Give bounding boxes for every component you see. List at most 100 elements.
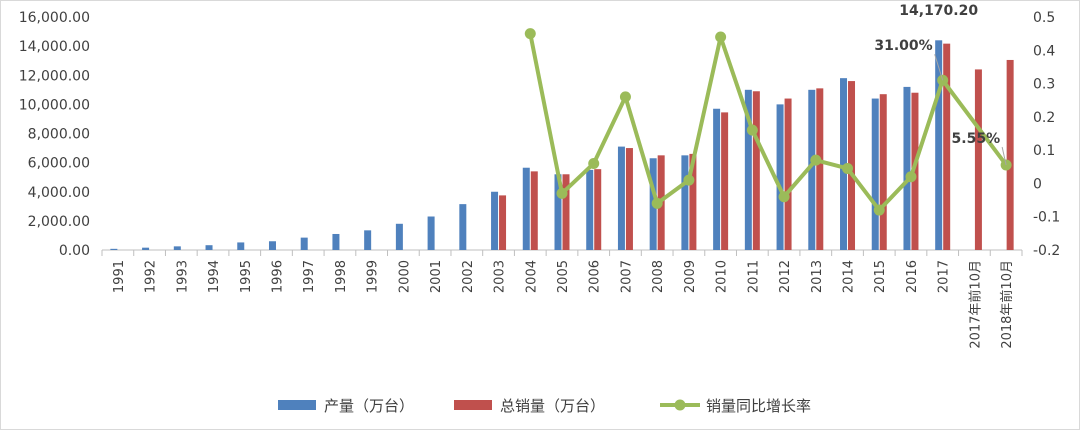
bar [784,98,792,250]
x-tick-label: 1993 [175,260,190,293]
x-tick-label: 1994 [207,260,222,293]
bar [110,248,118,250]
bar [625,148,633,250]
bar [364,230,372,250]
bar [816,88,824,250]
x-tick-label: 2008 [651,260,666,293]
bar [142,247,150,250]
x-tick-label: 2018年前10月 [999,260,1015,349]
bar [268,241,276,250]
y-right-tick-label: 0.2 [1033,110,1055,126]
bar [205,245,213,250]
bar [943,43,951,251]
bar [617,146,625,250]
bar [721,112,729,251]
x-tick-label: 2009 [683,260,698,293]
x-tick-label: 1998 [334,260,349,293]
line-layer [524,28,1012,216]
growth-rate-point [778,191,790,203]
annotation-leader [934,54,944,81]
bar [300,237,308,250]
annotation-layer: 14,170.20 31.00% 5.55% [874,3,1007,166]
legend-label: 总销量（万台） [500,397,605,415]
bar [911,92,919,250]
y-left-tick-label: 14,000.00 [19,39,90,55]
x-tick-label: 1995 [239,260,254,293]
bar [499,195,507,250]
bar [395,223,403,250]
y-right-tick-label: -0.2 [1033,243,1060,259]
x-tick-label: 2016 [905,260,920,293]
x-tick-label: 2001 [429,260,444,293]
x-tick-label: 2000 [397,260,412,293]
x-tick-label: 1999 [366,260,381,293]
legend: 产量（万台） 总销量（万台） 销量同比增长率 [278,397,811,415]
y-left-tick-label: 4,000.00 [28,185,90,201]
bar [713,108,721,251]
bar [530,171,538,250]
y-left-tick-label: 0.00 [59,243,90,259]
growth-rate-point [715,31,727,43]
x-tick-label: 1991 [112,260,127,293]
growth-rate-point [588,157,600,169]
bar [562,174,570,250]
bar [459,204,467,250]
annotation-label: 5.55% [952,131,1001,147]
legend-label: 产量（万台） [324,397,414,415]
bar [681,155,689,250]
y-left-tick-label: 12,000.00 [19,68,90,84]
bar [935,40,943,250]
y-left-tick-label: 16,000.00 [19,10,90,26]
bar [491,191,499,250]
x-tick-label: 2015 [873,260,888,293]
growth-rate-point [651,197,663,209]
x-tick-label: 2017年前10月 [967,260,983,349]
annotation-leader [1001,146,1007,166]
bar [744,89,752,250]
bar [808,89,816,250]
growth-rate-point [810,154,822,166]
axes-layer: 0.00 2,000.00 4,000.00 6,000.00 8,000.00 10,0… [19,10,1061,349]
x-tick-label: 2004 [524,260,539,293]
bar [554,174,562,250]
bar [1006,59,1014,250]
growth-rate-point [905,171,917,183]
bar [594,169,602,250]
x-tick-label: 2003 [493,260,508,293]
y-right-tick-label: 0.5 [1033,10,1055,26]
bar [332,233,340,250]
x-tick-label: 2007 [619,260,634,293]
x-tick-label: 1996 [270,260,285,293]
y-left-tick-label: 10,000.00 [19,97,90,113]
bar [427,216,435,250]
x-tick-label: 1992 [144,260,159,293]
bar [776,104,784,250]
annotation-label: 14,170.20 [899,3,978,19]
legend-swatch [454,400,492,410]
y-left-tick-label: 6,000.00 [28,156,90,172]
bar [879,94,887,251]
y-right-tick-label: 0 [1033,176,1042,192]
annotation-label: 31.00% [874,38,932,54]
bar [586,169,594,250]
x-tick-label: 2017 [937,260,952,293]
x-tick-label: 2005 [556,260,571,293]
x-tick-label: 2002 [461,260,476,293]
y-left-tick-label: 8,000.00 [28,127,90,143]
x-tick-label: 1997 [302,260,317,293]
bar [871,98,879,250]
growth-rate-point [746,124,758,136]
growth-rate-point [873,204,885,216]
y-right-tick-label: 0.4 [1033,43,1055,59]
growth-rate-point [619,91,631,103]
y-left-tick-label: 2,000.00 [28,214,90,230]
growth-rate-point [683,174,695,186]
legend-swatch [278,400,316,410]
bar [903,86,911,251]
bar [840,78,848,250]
legend-label: 销量同比增长率 [706,397,811,415]
bar [752,91,760,250]
x-tick-label: 2011 [746,260,761,293]
